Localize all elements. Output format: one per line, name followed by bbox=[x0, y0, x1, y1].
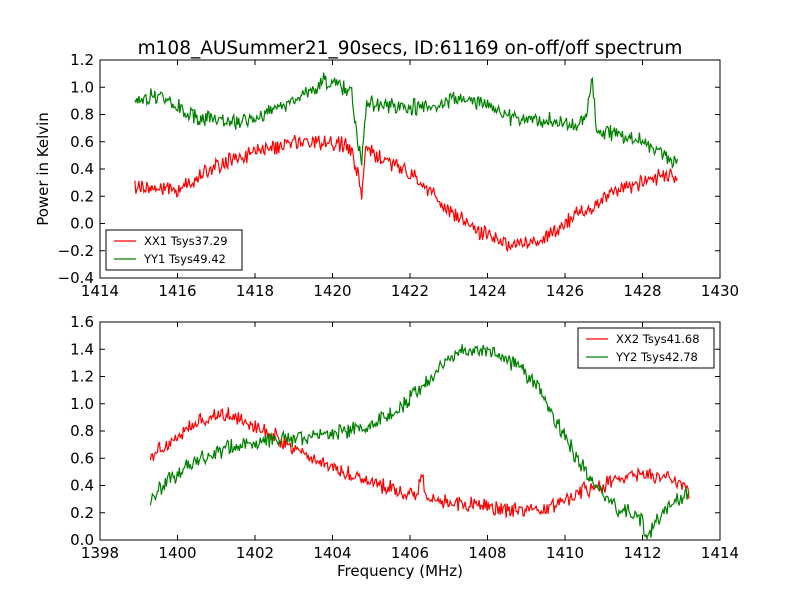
top-y-tick-label: 1.0 bbox=[70, 78, 94, 96]
bottom-x-axis-label: Frequency (MHz) bbox=[337, 562, 463, 580]
bottom-series-xx-line bbox=[149, 407, 690, 518]
top-y-tick-label: 0.0 bbox=[70, 215, 94, 233]
top-legend: XX1 Tsys37.29 YY1 Tsys49.42 bbox=[105, 229, 243, 271]
bottom-x-tick-label: 1406 bbox=[391, 544, 429, 562]
top-y-axis-label: Power in Kelvin bbox=[34, 112, 52, 226]
top-x-tick-label: 1424 bbox=[468, 282, 506, 300]
top-y-tick-label: 0.8 bbox=[70, 106, 94, 124]
bottom-x-tick-label: 1412 bbox=[623, 544, 661, 562]
top-x-tick-label: 1422 bbox=[391, 282, 429, 300]
top-series-lines bbox=[134, 72, 678, 252]
top-x-tick-label: 1426 bbox=[546, 282, 584, 300]
top-x-tick-label: 1418 bbox=[236, 282, 274, 300]
top-y-tick-label: 0.6 bbox=[70, 133, 94, 151]
bottom-y-tick-label: 1.6 bbox=[70, 313, 94, 331]
top-legend-label: XX1 Tsys37.29 bbox=[144, 234, 228, 248]
bottom-y-tick-label: 0.6 bbox=[70, 449, 94, 467]
bottom-legend-label: YY2 Tsys42.78 bbox=[615, 350, 698, 364]
bottom-spectrum-plot: 1398 1400 1402 1404 1406 1408 1410 1412 1414 0.0 0… bbox=[70, 313, 739, 580]
top-x-tick-label: 1420 bbox=[313, 282, 351, 300]
bottom-x-tick-label: 1402 bbox=[236, 544, 274, 562]
bottom-y-tick-label: 1.0 bbox=[70, 395, 94, 413]
bottom-series-lines bbox=[149, 344, 690, 540]
top-y-tick-label: 1.2 bbox=[70, 51, 94, 69]
top-y-tick-label: 0.2 bbox=[70, 187, 94, 205]
bottom-y-tick-label: 0.0 bbox=[70, 531, 94, 549]
bottom-x-tick-label: 1410 bbox=[546, 544, 584, 562]
top-y-tick-label: −0.4 bbox=[58, 269, 94, 287]
bottom-legend-label: XX2 Tsys41.68 bbox=[616, 332, 700, 346]
top-series-yy-line bbox=[134, 72, 678, 170]
bottom-legend: XX2 Tsys41.68 YY2 Tsys42.78 bbox=[577, 327, 715, 369]
chart-title: m108_AUSummer21_90secs, ID:61169 on-off/… bbox=[138, 38, 683, 59]
bottom-y-tick-label: 1.4 bbox=[70, 340, 94, 358]
bottom-x-tick-label: 1404 bbox=[313, 544, 351, 562]
top-x-tick-label: 1428 bbox=[623, 282, 661, 300]
top-y-tick-label: 0.4 bbox=[70, 160, 94, 178]
top-series-xx-line bbox=[134, 135, 678, 252]
bottom-x-tick-label: 1400 bbox=[158, 544, 196, 562]
bottom-series-yy-line bbox=[149, 344, 690, 540]
top-x-tick-label: 1416 bbox=[158, 282, 196, 300]
top-legend-label: YY1 Tsys49.42 bbox=[143, 252, 226, 266]
top-legend-box bbox=[105, 229, 243, 271]
bottom-legend-box bbox=[577, 327, 715, 369]
bottom-x-tick-label: 1398 bbox=[81, 544, 119, 562]
bottom-y-tick-label: 0.2 bbox=[70, 504, 94, 522]
bottom-x-tick-label: 1414 bbox=[701, 544, 739, 562]
bottom-y-tick-label: 1.2 bbox=[70, 368, 94, 386]
bottom-x-tick-label: 1408 bbox=[468, 544, 506, 562]
bottom-y-tick-label: 0.4 bbox=[70, 477, 94, 495]
top-x-tick-label: 1414 bbox=[81, 282, 119, 300]
top-x-tick-label: 1430 bbox=[701, 282, 739, 300]
top-spectrum-plot: 1414 1416 1418 1420 1422 1424 1426 1428 1430 −0.4… bbox=[34, 51, 739, 300]
top-y-tick-label: −0.2 bbox=[58, 242, 94, 260]
bottom-y-tick-label: 0.8 bbox=[70, 422, 94, 440]
